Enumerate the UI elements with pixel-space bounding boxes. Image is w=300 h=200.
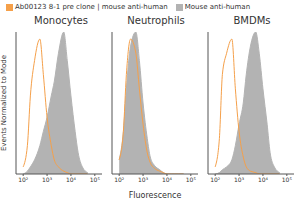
svg-text:10⁴: 10⁴ <box>66 176 77 183</box>
svg-text:10⁴: 10⁴ <box>162 176 173 183</box>
svg-text:10³: 10³ <box>234 176 245 183</box>
svg-text:10²: 10² <box>210 176 221 183</box>
svg-text:10⁵: 10⁵ <box>282 176 292 183</box>
svg-text:10²: 10² <box>114 176 125 183</box>
svg-text:10³: 10³ <box>138 176 149 183</box>
html-text:Neutrophils: Neutrophils <box>127 15 185 26</box>
html-text:Ab00123 8-1 pre clone | mouse: Ab00123 8-1 pre clone | mouse anti-human <box>15 3 168 11</box>
svg-text:10⁵: 10⁵ <box>186 176 197 183</box>
svg-text:Fluorescence: Fluorescence <box>129 191 182 200</box>
svg-text:10²: 10² <box>18 176 29 183</box>
html-text:Monocytes: Monocytes <box>34 15 88 26</box>
html-text:BMDMs: BMDMs <box>233 15 271 26</box>
html-text:Mouse anti-human: Mouse anti-human <box>184 3 251 11</box>
svg-text:10³: 10³ <box>42 176 53 183</box>
svg-text:Events Normalized to Mode: Events Normalized to Mode <box>8 55 9 151</box>
svg-text:10⁴: 10⁴ <box>258 176 269 183</box>
svg-text:10⁵: 10⁵ <box>90 176 101 183</box>
